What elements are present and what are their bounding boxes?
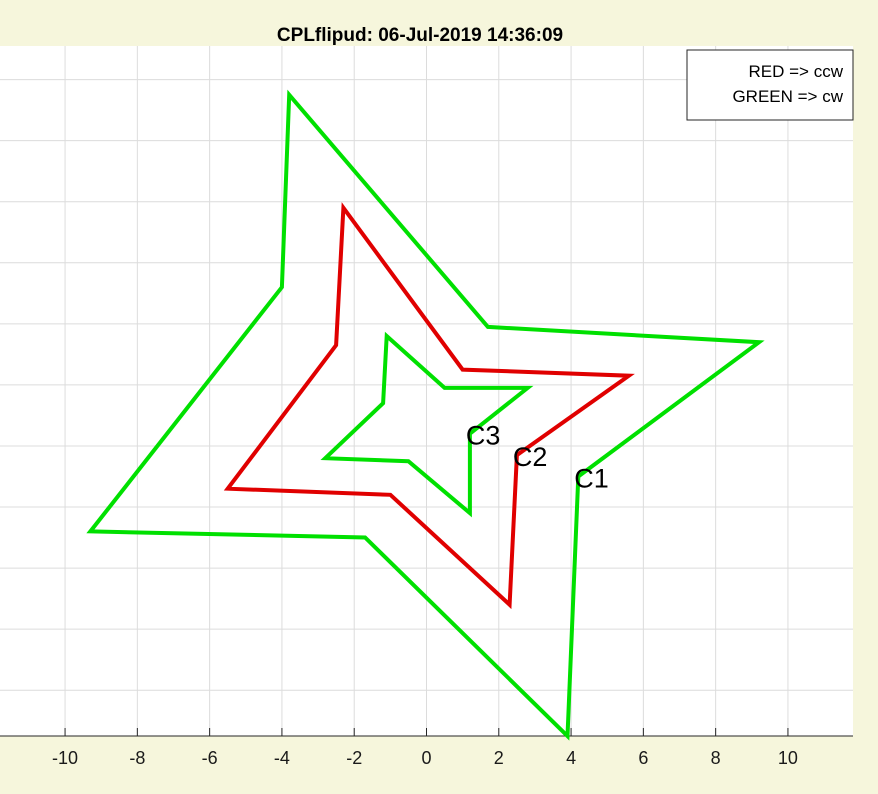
curve-c3 (320, 331, 534, 518)
chart-title: CPLflipud: 06-Jul-2019 14:36:09 (277, 25, 563, 46)
x-tick-label-3: -4 (274, 748, 290, 768)
x-tick-label-2: -6 (202, 748, 218, 768)
x-tick-label-8: 6 (638, 748, 648, 768)
curve-labels: C1 C2 C3 (466, 421, 609, 494)
curve-label-c3: C3 (466, 421, 501, 451)
x-tick-label-9: 8 (711, 748, 721, 768)
legend-box (686, 49, 854, 121)
x-tick-label-4: -2 (346, 748, 362, 768)
x-tick-label-10: 10 (778, 748, 798, 768)
x-tick-label-7: 4 (566, 748, 576, 768)
x-tick-label-0: -10 (52, 748, 78, 768)
series-layer (86, 89, 765, 741)
curve-label-c1: C1 (574, 463, 609, 493)
curve-c1 (86, 89, 765, 741)
x-tick-label-1: -8 (129, 748, 145, 768)
legend-entry-red: RED => ccw (749, 62, 844, 81)
legend-entry-green: GREEN => cw (732, 87, 843, 106)
x-ticks: -10 -8 -6 -4 -2 0 2 4 6 8 10 (52, 728, 798, 768)
curve-label-c2: C2 (513, 442, 548, 472)
x-tick-label-6: 2 (494, 748, 504, 768)
x-tick-label-5: 0 (421, 748, 431, 768)
curve-c2 (223, 202, 635, 610)
grid (0, 46, 853, 736)
legend: RED => ccw GREEN => cw (686, 49, 854, 121)
